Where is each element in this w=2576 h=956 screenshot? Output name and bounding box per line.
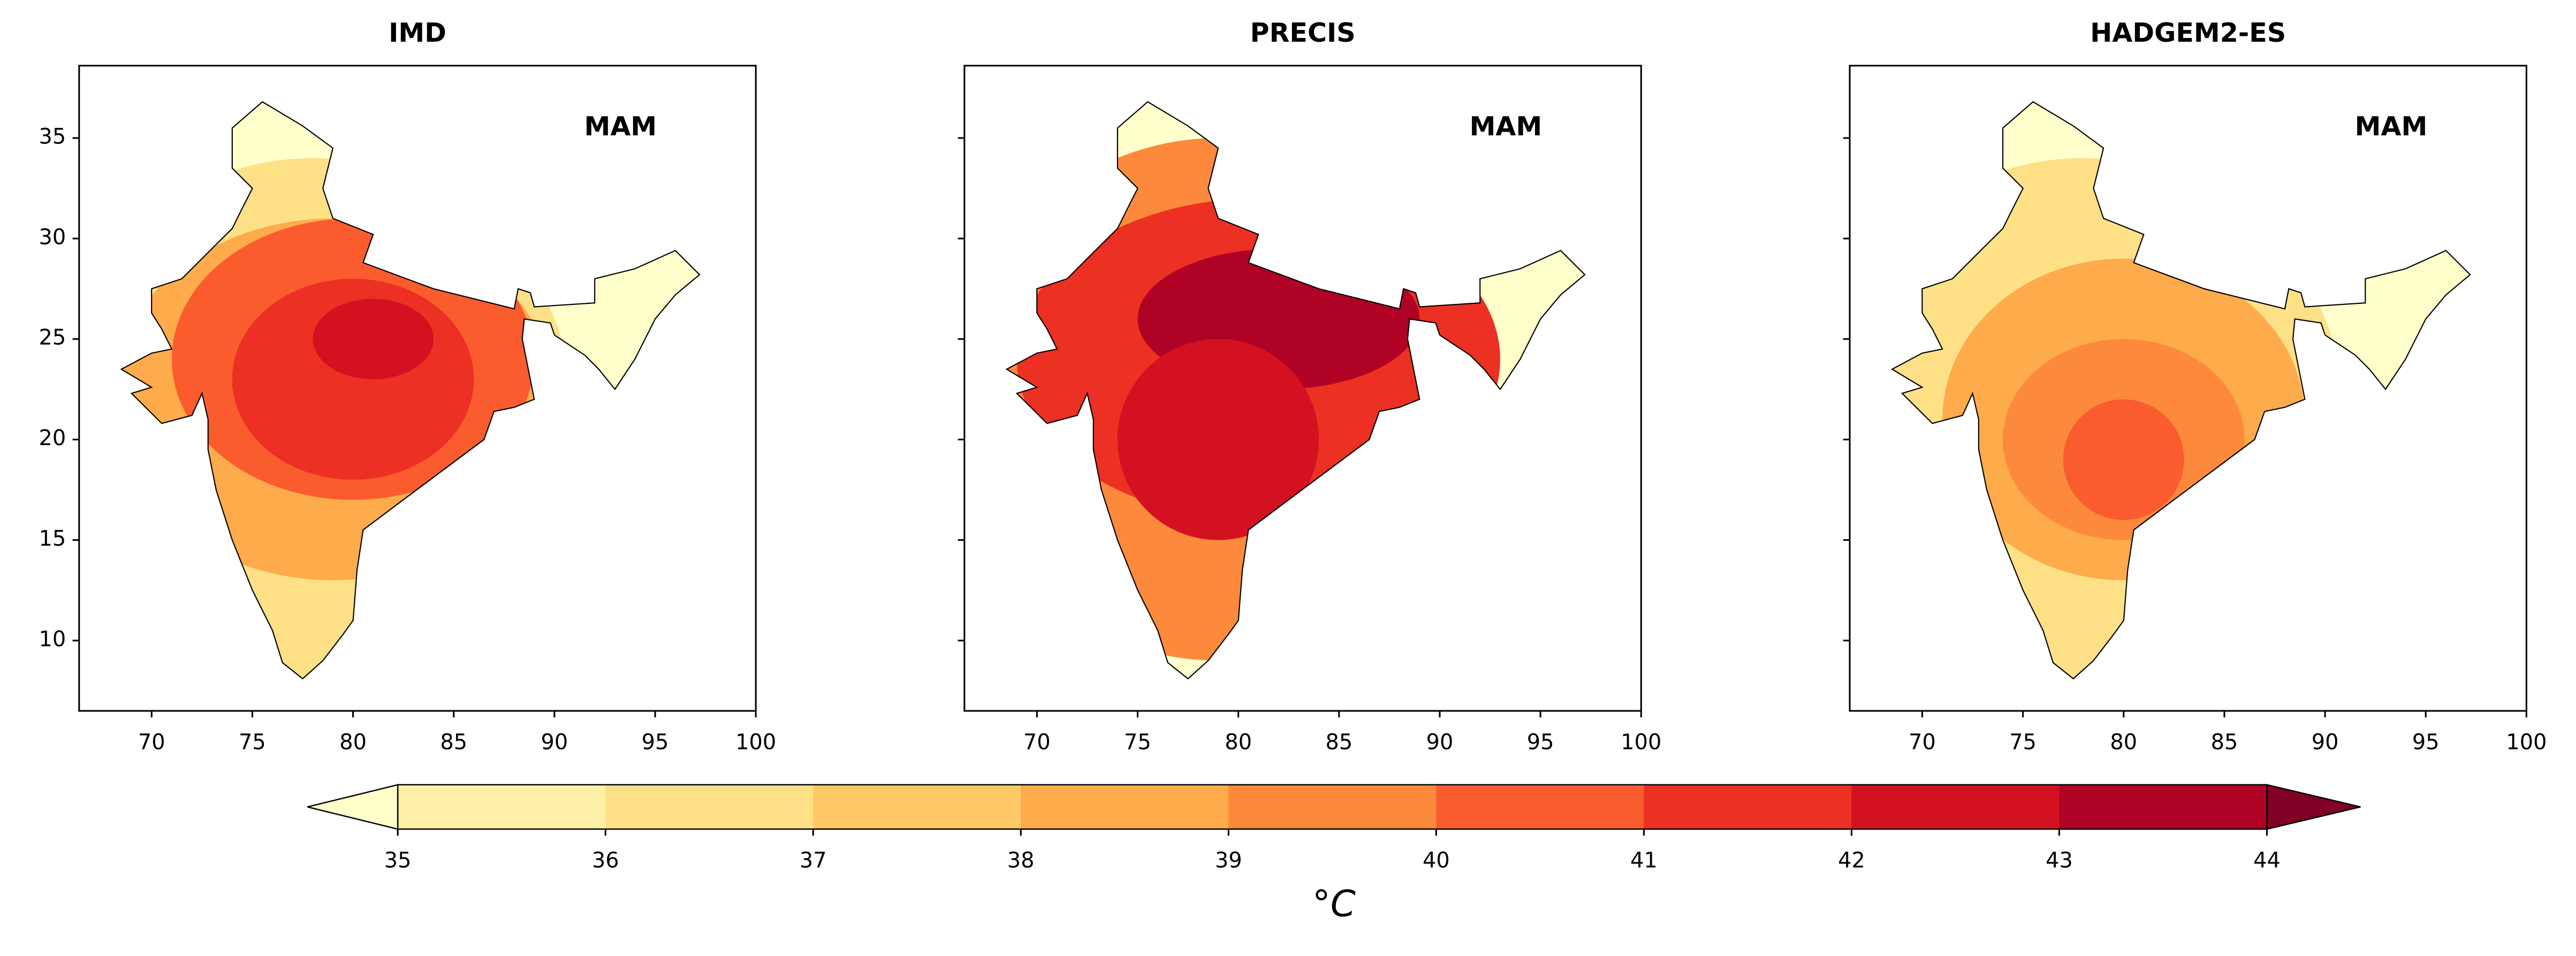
colorbar-band <box>1851 784 2061 829</box>
colorbar-band <box>605 784 814 829</box>
annotation: MAM <box>1470 111 1542 142</box>
x-tick-label: 100 <box>2506 730 2547 755</box>
heat-zone <box>1117 339 1319 540</box>
colorbar-tick-label: 42 <box>1838 848 1865 873</box>
x-tick-label: 90 <box>1426 730 1454 755</box>
x-tick-label: 95 <box>642 730 669 755</box>
x-tick-label: 75 <box>1124 730 1151 755</box>
colorbar-band <box>1644 784 1852 829</box>
x-tick-label: 70 <box>138 730 165 755</box>
x-tick-label: 100 <box>735 730 776 755</box>
axes-frame <box>1849 65 2527 712</box>
x-tick-label: 85 <box>2211 730 2238 755</box>
heat <box>1892 158 2345 679</box>
panel-title: HADGEM2-ES <box>2090 17 2286 48</box>
panel-title: PRECIS <box>1250 17 1356 48</box>
colorbar-band <box>1021 784 1229 829</box>
x-tick-label: 95 <box>2412 730 2440 755</box>
axes-frame <box>963 65 1642 712</box>
colorbar-label: °C <box>1312 883 1356 925</box>
x-tick-label: 90 <box>2312 730 2339 755</box>
colorbar-tick-label: 36 <box>592 848 619 873</box>
colorbar-over <box>2266 784 2361 830</box>
colorbar-tick-label: 38 <box>1007 848 1035 873</box>
x-tick-label: 95 <box>1527 730 1554 755</box>
border <box>120 101 701 680</box>
heat <box>121 158 575 679</box>
y-tick-label: 25 <box>39 325 66 350</box>
y-tick-label: 10 <box>39 627 66 652</box>
x-tick-label: 70 <box>1909 730 1936 755</box>
colorbar-band <box>1228 784 1437 829</box>
x-tick-label: 70 <box>1023 730 1051 755</box>
colorbar-tick-label: 41 <box>1630 848 1658 873</box>
x-tick-label: 75 <box>239 730 266 755</box>
colorbar-frame <box>397 784 2268 830</box>
colorbar-tick-label: 39 <box>1215 848 1242 873</box>
x-tick-label: 80 <box>1225 730 1252 755</box>
y-tick-label: 35 <box>39 125 66 149</box>
annotation: MAM <box>2355 111 2428 142</box>
annotation: MAM <box>584 111 657 142</box>
x-tick-label: 75 <box>2009 730 2037 755</box>
colorbar-tick-label: 37 <box>800 848 827 873</box>
heat-zone <box>313 299 434 379</box>
x-tick-label: 90 <box>541 730 568 755</box>
x-tick-label: 100 <box>1621 730 1661 755</box>
x-tick-label: 80 <box>339 730 367 755</box>
colorbar-tick-label: 35 <box>384 848 412 873</box>
panel-title: IMD <box>389 17 446 48</box>
x-tick-label: 80 <box>2110 730 2137 755</box>
border <box>1005 101 1586 680</box>
y-tick-label: 15 <box>39 526 66 551</box>
colorbar-under <box>307 784 399 830</box>
colorbar-band <box>398 784 606 829</box>
colorbar-tick-label: 43 <box>2046 848 2073 873</box>
x-tick-label: 85 <box>440 730 467 755</box>
axes-frame <box>78 65 757 712</box>
colorbar-band <box>813 784 1022 829</box>
colorbar-band <box>2059 784 2268 829</box>
colorbar-tick-label: 44 <box>2253 848 2281 873</box>
border <box>1891 101 2471 680</box>
heat-zone <box>2063 399 2184 520</box>
y-tick-label: 20 <box>39 426 66 450</box>
x-tick-label: 85 <box>1325 730 1352 755</box>
y-tick-label: 30 <box>39 225 66 249</box>
colorbar-tick-label: 40 <box>1423 848 1450 873</box>
colorbar-band <box>1436 784 1645 829</box>
